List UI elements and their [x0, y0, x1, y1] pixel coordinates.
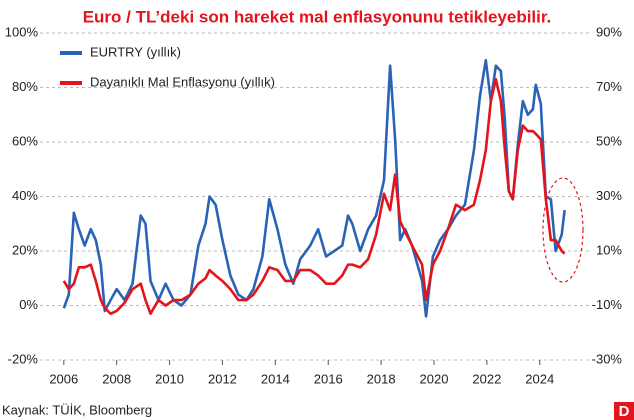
- legend-label: Dayanıklı Mal Enflasyonu (yıllık): [90, 74, 275, 89]
- y2-tick-label: 30%: [596, 188, 622, 203]
- y-tick-label: 40%: [12, 188, 38, 203]
- y-tick-label: 0%: [19, 297, 38, 312]
- x-tick-label: 2008: [102, 371, 131, 386]
- y2-tick-label: 10%: [596, 242, 622, 257]
- y2-tick-label: -30%: [592, 351, 623, 366]
- logo: D: [619, 403, 630, 420]
- legend-label: EURTRY (yıllık): [90, 44, 181, 59]
- y-tick-label: 80%: [12, 79, 38, 94]
- y-tick-label: 60%: [12, 133, 38, 148]
- x-tick-label: 2014: [261, 371, 290, 386]
- y2-tick-label: 50%: [596, 133, 622, 148]
- y-tick-label: 100%: [5, 24, 39, 39]
- y2-tick-label: 90%: [596, 24, 622, 39]
- x-tick-label: 2022: [472, 371, 501, 386]
- x-tick-label: 2012: [208, 371, 237, 386]
- logo-box: [614, 402, 634, 420]
- x-tick-label: 2006: [49, 371, 78, 386]
- x-tick-label: 2016: [314, 371, 343, 386]
- y-tick-label: -20%: [8, 351, 39, 366]
- series-line: [62, 78, 566, 315]
- y-tick-label: 20%: [12, 242, 38, 257]
- x-tick-label: 2024: [525, 371, 554, 386]
- y2-tick-label: -10%: [592, 297, 623, 312]
- y2-tick-label: 70%: [596, 79, 622, 94]
- series-line: [62, 58, 566, 318]
- highlight-ellipse: [542, 177, 584, 283]
- source: Kaynak: TÜİK, Bloomberg: [2, 402, 152, 417]
- chart-title: Euro / TL’deki son hareket mal enflasyon…: [83, 7, 552, 26]
- x-tick-label: 2018: [367, 371, 396, 386]
- x-tick-label: 2020: [420, 371, 449, 386]
- x-tick-label: 2010: [155, 371, 184, 386]
